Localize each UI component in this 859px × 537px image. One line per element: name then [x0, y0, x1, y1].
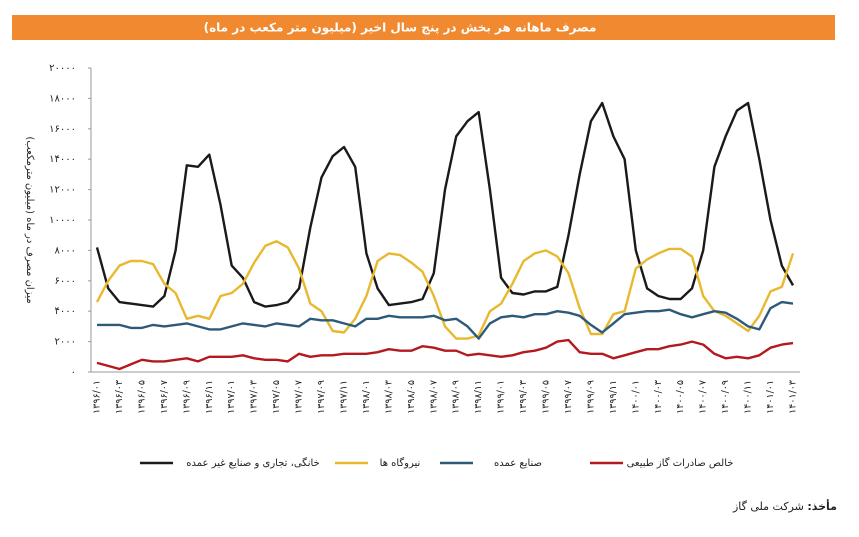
y-tick-label: ۲۰۰۰۰ [49, 63, 76, 74]
chart-title: مصرف ماهانه هر بخش در پنج سال اخیر (میلی… [204, 21, 597, 36]
y-tick-label: ۱۴۰۰۰ [49, 154, 76, 165]
x-tick-label: ۱۳۹۹/۰۷ [563, 380, 574, 414]
series-line [95, 240, 795, 340]
series-line [96, 338, 794, 371]
title-bar [12, 15, 835, 40]
source-text: شرکت ملی گاز [732, 500, 804, 513]
x-tick-label: ۱۳۹۸/۰۹ [451, 380, 462, 414]
series-line [95, 101, 795, 308]
x-tick-label: ۱۴۰۱/۰۱ [765, 380, 776, 414]
legend-label: نیروگاه ها [380, 457, 421, 469]
legend-label: خانگی، تجاری و صنایع غیر عمده [186, 457, 319, 469]
source-label: مأخذ: [807, 500, 837, 513]
x-tick-label: ۱۳۹۹/۱۱ [608, 380, 619, 414]
series-line [97, 300, 794, 340]
x-tick-label: ۱۴۰۰/۰۵ [675, 380, 686, 414]
x-tick-label: ۱۳۹۶/۱۱ [204, 380, 215, 414]
y-tick-label: ۱۶۰۰۰ [49, 124, 76, 135]
x-tick-label: ۱۳۹۸/۰۷ [428, 380, 439, 414]
x-tick-label: ۱۳۹۷/۱۱ [338, 380, 349, 414]
x-tick-label: ۱۳۹۹/۰۳ [518, 380, 529, 414]
x-tick-label: ۱۴۰۰/۰۷ [698, 380, 709, 414]
x-tick-label: ۱۳۹۶/۰۵ [136, 380, 147, 414]
y-tick-label: ۱۰۰۰۰ [49, 215, 76, 226]
source: مأخذ: شرکت ملی گاز [733, 500, 837, 513]
y-tick-label: ۰ [71, 367, 76, 378]
x-tick-label: ۱۳۹۹/۰۹ [585, 380, 596, 414]
x-tick-label: ۱۴۰۰/۰۳ [653, 380, 664, 414]
x-tick-label: ۱۳۹۸/۰۱ [361, 380, 372, 414]
x-tick-label: ۱۳۹۶/۰۱ [92, 380, 103, 414]
y-tick-label: ۱۲۰۰۰ [49, 185, 76, 196]
x-tick-label: ۱۳۹۸/۰۵ [406, 380, 417, 414]
y-tick-label: ۱۸۰۰۰ [49, 93, 76, 104]
y-tick-label: ۶۰۰۰ [55, 276, 76, 287]
x-tick-label: ۱۳۹۹/۰۱ [496, 380, 507, 414]
x-tick-label: ۱۳۹۸/۰۳ [383, 380, 394, 414]
y-tick-label: ۴۰۰۰ [55, 306, 76, 317]
x-tick-label: ۱۴۰۰/۰۱ [630, 380, 641, 414]
legend-label: صنایع عمده [494, 458, 542, 469]
x-tick-label: ۱۳۹۸/۱۱ [473, 380, 484, 414]
x-tick-label: ۱۳۹۷/۰۷ [294, 380, 305, 414]
x-tick-label: ۱۳۹۶/۰۷ [159, 380, 170, 414]
y-axis-label: میزان مصرف در ماه (میلیون مترمکعب) [24, 136, 35, 303]
x-tick-label: ۱۳۹۷/۰۹ [316, 380, 327, 414]
x-tick-label: ۱۳۹۷/۰۵ [271, 380, 282, 414]
legend-label: خالص صادرات گاز طبیعی [627, 457, 734, 469]
x-tick-label: ۱۳۹۶/۰۳ [114, 380, 125, 414]
y-tick-label: ۲۰۰۰ [55, 337, 76, 348]
x-tick-label: ۱۴۰۰/۱۱ [743, 380, 754, 414]
x-tick-label: ۱۳۹۷/۰۳ [249, 380, 260, 414]
x-tick-label: ۱۳۹۹/۰۵ [541, 380, 552, 414]
x-tick-label: ۱۴۰۱/۰۳ [788, 380, 799, 414]
x-tick-label: ۱۳۹۷/۰۱ [226, 380, 237, 414]
x-tick-label: ۱۳۹۶/۰۹ [181, 380, 192, 414]
x-tick-label: ۱۴۰۰/۰۹ [720, 380, 731, 414]
y-tick-label: ۸۰۰۰ [55, 245, 76, 256]
